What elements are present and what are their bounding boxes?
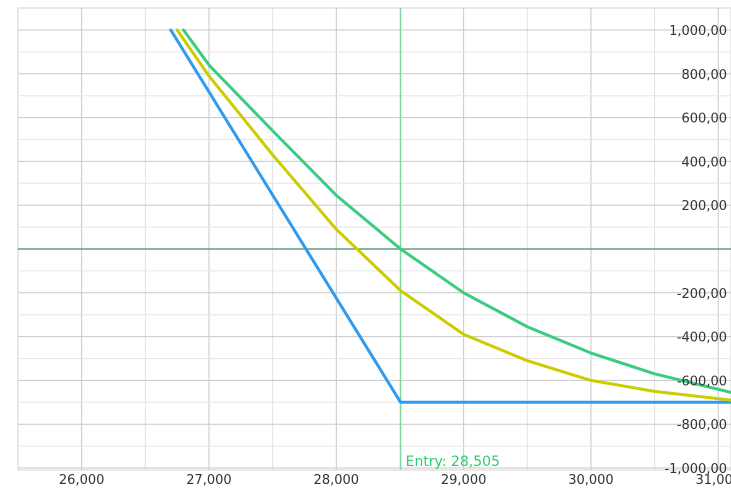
x-tick-label: 28,000 (314, 473, 360, 488)
x-tick-label: 31,000 (696, 473, 731, 488)
plot-area (17, 7, 731, 471)
entry-label: Entry: 28,505 (406, 454, 500, 470)
series-layer (169, 28, 731, 404)
y-tick-label: 200,00 (682, 199, 728, 214)
y-tick-label: -200,00 (677, 287, 727, 302)
x-tick-label: 27,000 (186, 473, 232, 488)
y-axis: 1,000,00 800,00 600,00 400,00 200,00 -200,00 -… (664, 24, 727, 477)
y-tick-label: 1,000,00 (669, 24, 727, 39)
y-tick-label: -800,00 (677, 418, 727, 433)
series-line-2 (175, 28, 731, 402)
y-tick-label: 800,00 (682, 68, 728, 83)
series-line-1 (169, 28, 731, 404)
x-tick-label: 26,000 (59, 473, 105, 488)
y-tick-label: -1,000,00 (664, 462, 727, 477)
y-tick-label: 600,00 (682, 112, 728, 127)
series-line-3 (182, 28, 731, 394)
x-tick-label: 30,000 (568, 473, 614, 488)
y-tick-label: 400,00 (682, 155, 728, 170)
y-tick-label: -600,00 (677, 374, 727, 389)
x-tick-label: 29,000 (441, 473, 487, 488)
y-tick-label: -400,00 (677, 331, 727, 346)
x-axis: 26,000 27,000 28,000 29,000 30,000 31,000 (59, 473, 731, 488)
grid-layer (17, 7, 731, 471)
